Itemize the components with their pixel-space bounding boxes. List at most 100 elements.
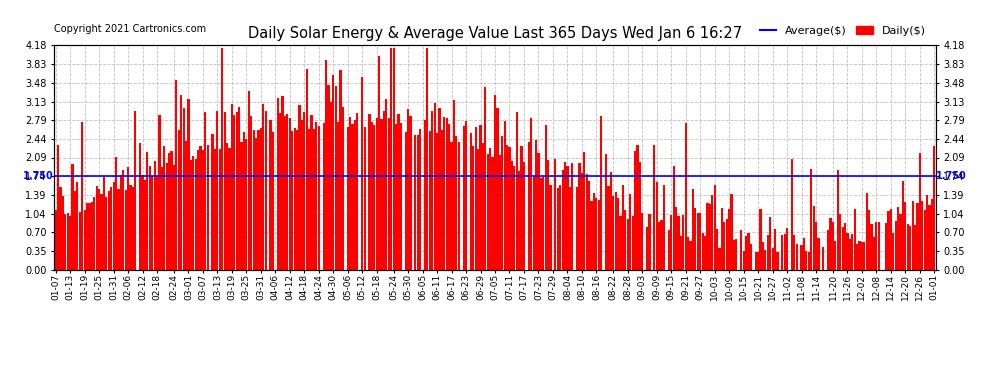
Bar [736, 239, 738, 270]
Bar [677, 216, 679, 270]
Bar [842, 227, 843, 270]
Bar [86, 203, 88, 270]
Bar [248, 91, 249, 270]
Bar [921, 201, 924, 270]
Bar [455, 136, 457, 270]
Bar [742, 251, 744, 270]
Bar [160, 168, 163, 270]
Bar [653, 146, 655, 270]
Bar [547, 160, 549, 270]
Bar [892, 233, 894, 270]
Bar [477, 149, 479, 270]
Bar [757, 252, 759, 270]
Bar [926, 195, 929, 270]
Bar [803, 238, 805, 270]
Bar [588, 181, 590, 270]
Bar [771, 248, 774, 270]
Bar [617, 198, 619, 270]
Bar [74, 191, 76, 270]
Bar [113, 182, 115, 270]
Bar [429, 131, 431, 270]
Bar [887, 211, 890, 270]
Bar [639, 162, 641, 270]
Bar [108, 190, 110, 270]
Bar [568, 188, 571, 270]
Bar [496, 108, 499, 270]
Bar [632, 216, 634, 270]
Bar [482, 143, 484, 270]
Bar [371, 122, 373, 270]
Bar [236, 112, 238, 270]
Bar [600, 116, 602, 270]
Bar [57, 145, 59, 270]
Bar [853, 209, 855, 270]
Bar [848, 239, 851, 270]
Bar [255, 138, 257, 270]
Bar [333, 75, 335, 270]
Bar [784, 234, 786, 270]
Legend: Average($), Daily($): Average($), Daily($) [755, 21, 930, 40]
Bar [907, 224, 909, 270]
Text: 1.750: 1.750 [937, 171, 967, 181]
Bar [658, 222, 660, 270]
Bar [670, 215, 672, 270]
Bar [81, 122, 83, 270]
Bar [813, 206, 815, 270]
Bar [747, 232, 749, 270]
Bar [675, 207, 677, 270]
Bar [687, 237, 689, 270]
Bar [175, 80, 177, 270]
Bar [586, 174, 588, 270]
Bar [554, 159, 556, 270]
Bar [363, 128, 365, 270]
Bar [259, 128, 262, 270]
Bar [878, 222, 880, 270]
Bar [388, 118, 390, 270]
Bar [229, 148, 231, 270]
Bar [139, 143, 142, 270]
Bar [234, 115, 236, 270]
Bar [342, 107, 344, 270]
Bar [328, 86, 330, 270]
Bar [885, 223, 887, 270]
Bar [682, 215, 684, 270]
Bar [706, 203, 709, 270]
Bar [286, 114, 288, 270]
Bar [214, 149, 216, 270]
Bar [93, 196, 95, 270]
Bar [417, 135, 419, 270]
Bar [368, 114, 370, 270]
Bar [642, 213, 644, 270]
Bar [646, 227, 648, 270]
Bar [54, 210, 56, 270]
Bar [427, 48, 429, 270]
Bar [103, 177, 105, 270]
Bar [120, 176, 122, 270]
Bar [733, 240, 735, 270]
Bar [533, 177, 535, 270]
Bar [407, 110, 409, 270]
Bar [843, 223, 846, 270]
Bar [380, 119, 382, 270]
Bar [561, 170, 563, 270]
Bar [276, 98, 279, 270]
Bar [436, 134, 439, 270]
Bar [250, 116, 252, 270]
Bar [902, 181, 904, 270]
Bar [929, 205, 931, 270]
Bar [323, 123, 325, 270]
Bar [726, 219, 728, 270]
Bar [685, 123, 687, 270]
Bar [615, 192, 617, 270]
Bar [868, 210, 870, 270]
Bar [361, 77, 363, 270]
Bar [513, 166, 516, 270]
Bar [400, 123, 402, 270]
Bar [434, 103, 436, 270]
Bar [130, 184, 132, 270]
Bar [610, 172, 612, 270]
Bar [96, 186, 98, 270]
Bar [724, 222, 726, 270]
Bar [88, 203, 90, 270]
Bar [91, 202, 93, 270]
